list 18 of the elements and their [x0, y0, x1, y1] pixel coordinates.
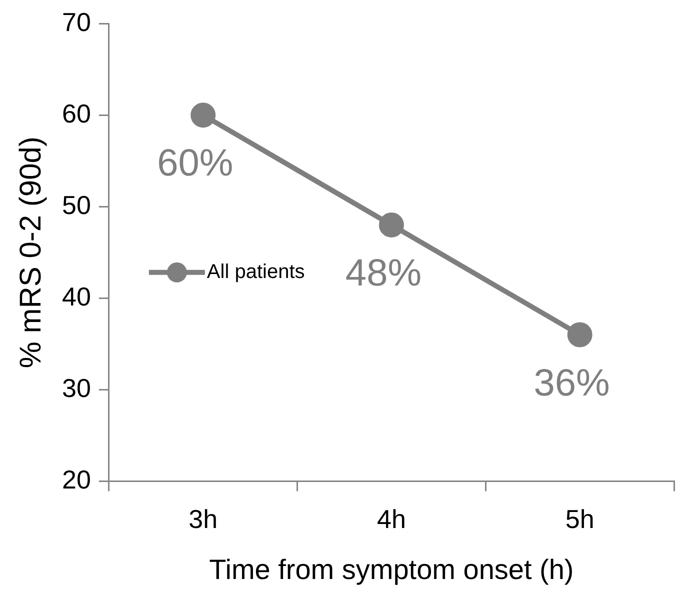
point: [190, 102, 216, 128]
y-tick-label: 50: [62, 190, 91, 220]
y-axis-title: % mRS 0-2 (90d): [14, 136, 48, 368]
x-tick-label: 5h: [565, 504, 594, 534]
legend-label: All patients: [206, 260, 305, 283]
y-tick-label: 40: [62, 281, 91, 312]
x-tick-label: 3h: [188, 504, 218, 534]
y-tick-label: 30: [62, 372, 91, 403]
y-tick-label: 20: [62, 464, 91, 494]
y-tick-label: 60: [62, 98, 91, 128]
y-tick-label: 70: [62, 6, 91, 37]
data-label: 36%: [534, 362, 610, 404]
x-tick-label: 4h: [377, 504, 406, 534]
data-label: 48%: [345, 252, 422, 294]
point: [378, 212, 404, 238]
point: [567, 322, 592, 348]
x-axis-title: Time from symptom onset (h): [209, 554, 574, 585]
data-label: 60%: [157, 142, 234, 185]
